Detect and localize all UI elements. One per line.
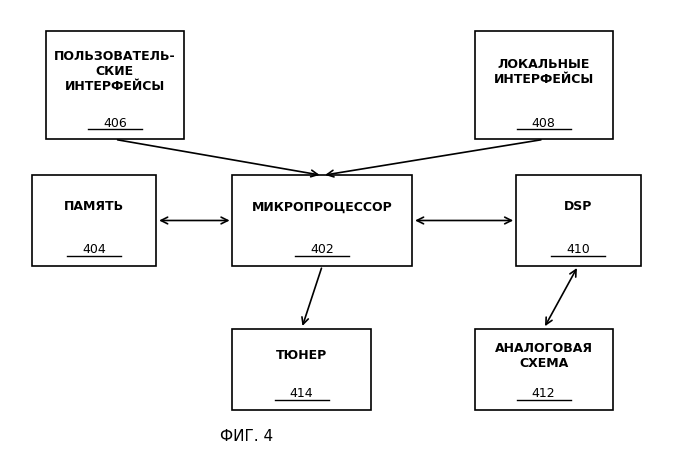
Text: МИКРОПРОЦЕССОР: МИКРОПРОЦЕССОР xyxy=(252,201,393,213)
Text: 414: 414 xyxy=(290,387,314,401)
Text: 402: 402 xyxy=(311,243,334,256)
FancyBboxPatch shape xyxy=(475,31,612,140)
Text: 410: 410 xyxy=(566,243,590,256)
Text: 406: 406 xyxy=(103,117,127,130)
Text: 412: 412 xyxy=(532,387,556,401)
Text: ЛОКАЛЬНЫЕ
ИНТЕРФЕЙСЫ: ЛОКАЛЬНЫЕ ИНТЕРФЕЙСЫ xyxy=(494,58,594,86)
FancyBboxPatch shape xyxy=(232,175,412,266)
Text: ПАМЯТЬ: ПАМЯТЬ xyxy=(64,201,124,213)
Text: DSP: DSP xyxy=(564,201,592,213)
Text: ФИГ. 4: ФИГ. 4 xyxy=(220,429,273,444)
FancyBboxPatch shape xyxy=(516,175,640,266)
FancyBboxPatch shape xyxy=(46,31,184,140)
FancyBboxPatch shape xyxy=(32,175,156,266)
Text: 408: 408 xyxy=(532,117,556,130)
FancyBboxPatch shape xyxy=(475,329,612,410)
Text: ТЮНЕР: ТЮНЕР xyxy=(276,349,327,362)
Text: 404: 404 xyxy=(82,243,106,256)
FancyBboxPatch shape xyxy=(232,329,371,410)
Text: АНАЛОГОВАЯ
СХЕМА: АНАЛОГОВАЯ СХЕМА xyxy=(495,341,593,369)
Text: ПОЛЬЗОВАТЕЛЬ-
СКИЕ
ИНТЕРФЕЙСЫ: ПОЛЬЗОВАТЕЛЬ- СКИЕ ИНТЕРФЕЙСЫ xyxy=(54,50,176,93)
